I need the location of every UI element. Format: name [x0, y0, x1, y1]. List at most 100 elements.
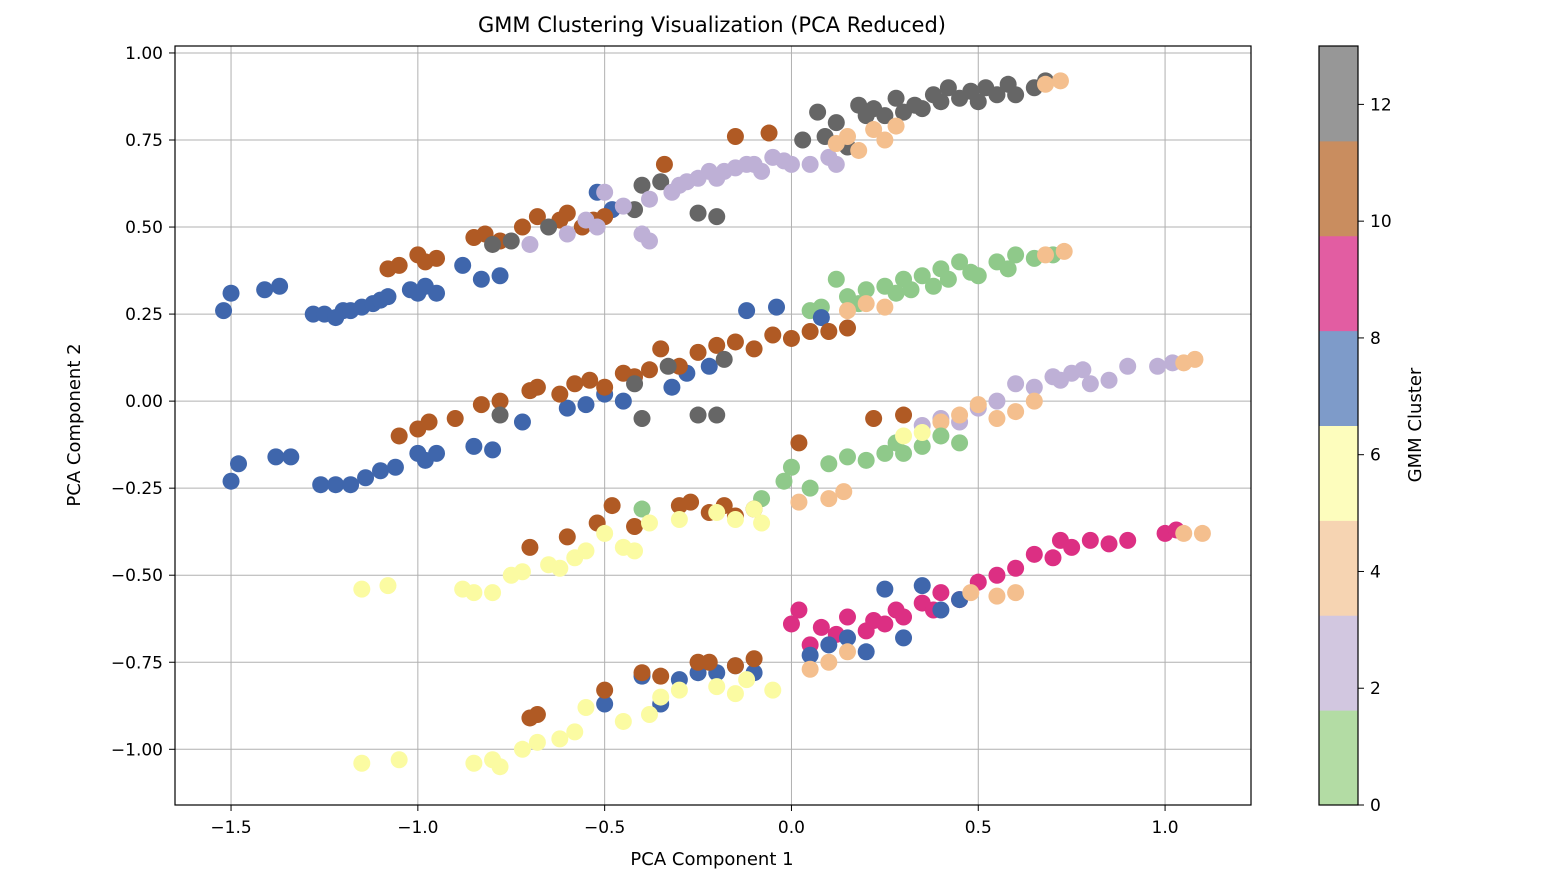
data-point: [689, 406, 707, 424]
data-point: [809, 103, 827, 121]
data-point: [513, 563, 531, 581]
data-point: [715, 350, 733, 368]
data-point: [465, 584, 483, 602]
colorbar: 0 2 4 6 8 10 12: [1318, 45, 1392, 816]
plot-frame: [174, 45, 1252, 806]
data-point: [887, 117, 905, 135]
data-point: [379, 577, 397, 595]
data-point: [1007, 559, 1025, 577]
data-point: [1193, 524, 1211, 542]
data-point: [540, 218, 558, 236]
data-point: [913, 577, 931, 595]
data-point: [1149, 357, 1167, 375]
data-point: [753, 514, 771, 532]
data-point: [708, 504, 726, 522]
data-point: [558, 399, 576, 417]
data-point: [790, 601, 808, 619]
data-point: [652, 340, 670, 358]
colorbar-label: GMM Cluster: [1405, 367, 1426, 482]
data-point: [327, 476, 345, 494]
colorbar-tick-label: 0: [1370, 796, 1381, 816]
data-point: [215, 302, 233, 320]
data-point: [551, 559, 569, 577]
data-point: [745, 340, 763, 358]
data-point: [895, 629, 913, 647]
data-point: [700, 653, 718, 671]
data-point: [913, 423, 931, 441]
data-point: [988, 410, 1006, 428]
chart-title: GMM Clustering Visualization (PCA Reduce…: [478, 13, 946, 37]
data-point: [1007, 403, 1025, 421]
data-point: [472, 396, 490, 414]
data-point: [1051, 72, 1069, 90]
data-point: [230, 455, 248, 473]
data-point: [428, 284, 446, 302]
data-point: [528, 733, 546, 751]
colorbar-tick-label: 2: [1370, 679, 1381, 699]
colorbar-band: [1319, 330, 1358, 426]
data-point: [820, 490, 838, 508]
data-point: [577, 542, 595, 560]
data-point: [764, 681, 782, 699]
data-point: [969, 267, 987, 285]
data-point: [850, 141, 868, 159]
data-point: [865, 410, 883, 428]
data-point: [312, 476, 330, 494]
data-point: [1100, 535, 1118, 553]
x-tick-label: 0.5: [965, 818, 992, 838]
data-point: [1044, 549, 1062, 567]
data-point: [1074, 361, 1092, 379]
data-point: [596, 695, 614, 713]
data-point: [932, 584, 950, 602]
data-point: [1007, 246, 1025, 264]
data-point: [465, 437, 483, 455]
data-point: [801, 660, 819, 678]
data-point: [472, 270, 490, 288]
data-point: [502, 232, 520, 250]
colorbar-frame: [1318, 45, 1359, 806]
data-point: [465, 754, 483, 772]
data-point: [939, 270, 957, 288]
data-point: [640, 232, 658, 250]
data-point: [626, 375, 644, 393]
data-point: [689, 343, 707, 361]
colorbar-band: [1319, 425, 1358, 521]
data-point: [491, 392, 509, 410]
data-point: [386, 458, 404, 476]
data-point: [913, 267, 931, 285]
data-point: [939, 79, 957, 97]
data-point: [551, 385, 569, 403]
data-point: [887, 284, 905, 302]
data-point: [1007, 375, 1025, 393]
data-point: [827, 270, 845, 288]
colorbar-band: [1319, 235, 1358, 332]
data-point: [633, 664, 651, 682]
data-point: [700, 357, 718, 375]
data-point: [887, 89, 905, 107]
data-point: [588, 218, 606, 236]
data-point: [827, 155, 845, 173]
data-point: [558, 528, 576, 546]
data-point: [1055, 242, 1073, 260]
data-point: [491, 406, 509, 424]
data-point: [760, 124, 778, 142]
data-point: [652, 667, 670, 685]
data-point: [962, 584, 980, 602]
colorbar-tick-label: 10: [1370, 212, 1392, 232]
data-point: [577, 699, 595, 717]
data-point: [566, 723, 584, 741]
data-point: [353, 754, 371, 772]
data-point: [708, 336, 726, 354]
colorbar-tick-label: 4: [1370, 562, 1381, 582]
data-point: [390, 427, 408, 445]
data-point: [839, 448, 856, 466]
data-point: [1007, 584, 1025, 602]
y-tick-label: 0.00: [125, 392, 163, 412]
data-point: [420, 413, 438, 431]
data-point: [603, 497, 621, 515]
data-point: [626, 517, 644, 535]
data-point: [379, 288, 397, 306]
data-point: [342, 476, 360, 494]
data-point: [895, 608, 913, 626]
data-point: [652, 688, 670, 706]
